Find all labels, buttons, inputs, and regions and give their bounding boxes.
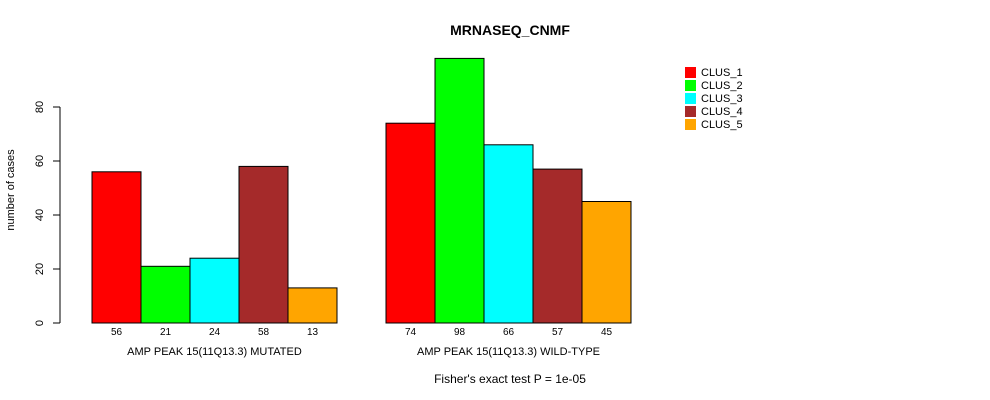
- bar-value-label: 98: [454, 327, 466, 338]
- y-tick-label: 60: [34, 155, 46, 167]
- bar-clus-3: [189, 257, 240, 324]
- legend-swatch: [685, 80, 696, 91]
- bar-value-label: 13: [307, 327, 319, 338]
- legend-swatch: [685, 93, 696, 104]
- y-axis: 0 20 40 60 80: [34, 101, 61, 326]
- fisher-test-footer: Fisher's exact test P = 1e-05: [434, 372, 586, 386]
- bar-clus-1: [385, 122, 436, 324]
- bar-clus-1: [91, 171, 142, 324]
- bar-clus-4: [238, 165, 289, 324]
- legend-label: CLUS_1: [701, 67, 743, 79]
- chart-title: MRNASEQ_CNMF: [450, 22, 570, 38]
- bar-clus-3: [483, 144, 534, 324]
- bar-value-label: 57: [552, 327, 564, 338]
- bar-clus-2: [434, 57, 485, 324]
- bar-value-label: 58: [258, 327, 270, 338]
- bar-value-label: 56: [111, 327, 123, 338]
- y-tick-label: 40: [34, 209, 46, 221]
- bar-clus-4: [532, 168, 583, 324]
- legend-label: CLUS_3: [701, 93, 743, 105]
- legend-swatch: [685, 106, 696, 117]
- bar-value-label: 45: [601, 327, 613, 338]
- group-label: AMP PEAK 15(11Q13.3) WILD-TYPE: [417, 346, 600, 358]
- bar-value-label: 24: [209, 327, 221, 338]
- group-label: AMP PEAK 15(11Q13.3) MUTATED: [127, 346, 302, 358]
- legend-label: CLUS_2: [701, 80, 743, 92]
- y-tick-label: 20: [34, 263, 46, 275]
- bars: [91, 57, 632, 324]
- bar-value-label: 74: [405, 327, 417, 338]
- bar-value-labels: 56 21 24 58 13 74 98 66 57 45: [111, 327, 613, 338]
- y-axis-label: number of cases: [5, 149, 17, 231]
- bar-clus-2: [140, 265, 191, 324]
- legend-label: CLUS_4: [701, 106, 743, 118]
- legend-label: CLUS_5: [701, 119, 743, 131]
- bar-clus-5: [581, 201, 632, 324]
- bar-clus-5: [287, 287, 338, 324]
- group-labels: AMP PEAK 15(11Q13.3) MUTATED AMP PEAK 15(…: [127, 346, 600, 358]
- y-tick-label: 0: [34, 320, 46, 326]
- bar-value-label: 21: [160, 327, 172, 338]
- bar-value-label: 66: [503, 327, 515, 338]
- y-tick-label: 80: [34, 101, 46, 113]
- legend-swatch: [685, 67, 696, 78]
- legend-swatch: [685, 119, 696, 130]
